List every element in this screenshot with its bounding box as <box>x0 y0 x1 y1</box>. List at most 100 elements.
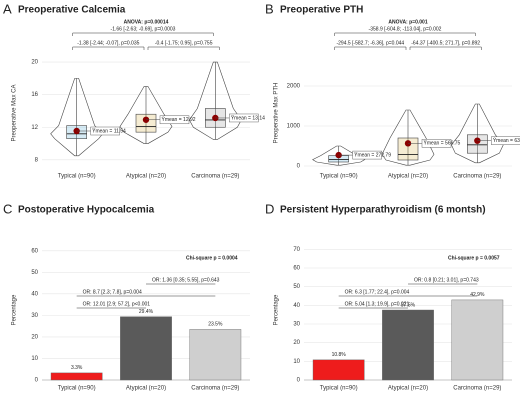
y-tick-label: 20 <box>293 340 300 346</box>
y-tick-label: 12 <box>31 125 38 131</box>
x-tick-label: Typical (n=90) <box>58 174 96 180</box>
mean-label-box <box>352 150 382 160</box>
y-tick-label: 0 <box>297 378 301 384</box>
comparison-label: -294.5 [-582.7; -6.36], p=0.044 <box>336 40 404 46</box>
x-tick-label: Typical (n=90) <box>58 386 96 392</box>
violin <box>50 78 104 157</box>
comparison-label: -64.37 [-400.5; 271.7], p=0.892 <box>411 40 480 46</box>
x-tick-label: Atypical (n=20) <box>388 386 428 392</box>
panel-letter: C <box>3 201 12 216</box>
panel: B Preoperative PTH Preoperative Max PTH 0 10… <box>265 1 520 180</box>
y-tick-label: 1000 <box>287 124 301 130</box>
mean-label: Ȳmean = 11.54 <box>92 127 126 134</box>
violin <box>119 86 173 144</box>
value-label: 23.5% <box>208 322 223 328</box>
test-label: Chi-square p = 0.0057 <box>448 255 500 261</box>
comparison-label: OR: 12.01 [2.9; 57.2], p<0.001 <box>83 301 151 307</box>
value-label: 37.5% <box>401 302 416 308</box>
y-tick-label: 16 <box>31 92 38 98</box>
value-label: 29.4% <box>139 309 154 315</box>
y-tick-label: 0 <box>35 378 39 384</box>
comparison-bracket <box>147 46 220 50</box>
panel: C Postoperative Hypocalcemia Percentage 0 10… <box>3 201 250 392</box>
y-tick-label: 50 <box>31 270 38 276</box>
bar <box>189 329 242 381</box>
violin <box>312 145 366 166</box>
comparison-label: OR: 8.7 [2.3; 7.8], p=0.004 <box>83 289 142 295</box>
comparison-label: OR: 1.36 [0.35; 5.55], p=0.643 <box>152 277 220 283</box>
mean-label: Ȳmean = 632.86 <box>493 137 520 144</box>
bar <box>382 309 434 381</box>
x-tick-label: Atypical (n=20) <box>388 174 428 180</box>
chart-title: Persistent Hyperparathyroidism (6 montsh… <box>280 205 486 216</box>
y-axis-label: Percentage <box>274 294 280 325</box>
y-tick-label: 40 <box>293 303 300 309</box>
panel-letter: A <box>3 1 12 16</box>
x-tick-label: Carcinoma (n=29) <box>453 386 501 392</box>
violin <box>450 103 504 164</box>
chart-title: Postoperative Hypocalcemia <box>18 205 155 216</box>
y-axis-label: Percentage <box>12 294 18 325</box>
panel: A Preoperative Calcemia Preoperative Max C… <box>3 1 265 179</box>
x-tick-label: Typical (n=90) <box>320 174 358 180</box>
test-label: ANOVA: p=0.00014 <box>124 19 169 25</box>
violin <box>188 61 242 140</box>
y-tick-label: 30 <box>31 313 38 319</box>
mean-label-box <box>90 126 120 136</box>
comparison-bracket <box>334 32 476 36</box>
y-tick-label: 70 <box>293 247 300 253</box>
chart-title: Preoperative Calcemia <box>18 5 126 16</box>
comparison-label: -1.66 [-2.63; -0.69], p=0.0003 <box>111 26 176 32</box>
x-tick-label: Carcinoma (n=29) <box>191 174 239 180</box>
y-tick-label: 60 <box>31 248 38 254</box>
bar <box>50 372 103 381</box>
mean-dot <box>474 137 481 144</box>
comparison-label: -358.9 [-604.8; -113.04], p=0.002 <box>369 26 442 32</box>
mean-label-box <box>421 139 452 148</box>
mean-label: Ȳmean = 13.14 <box>231 114 265 121</box>
comparison-label: OR: 5.04 [1.3; 19.9], p=0.021 <box>345 301 410 307</box>
comparison-label: OR: 6.3 [1.77; 22.4], p=0.004 <box>345 289 410 295</box>
mean-label: Ȳmean = 12.92 <box>162 116 196 123</box>
box <box>467 134 488 154</box>
y-tick-label: 20 <box>31 60 38 66</box>
y-tick-label: 2000 <box>287 84 301 90</box>
comparison-bracket <box>72 46 145 50</box>
mean-label: Ȳmean = 566.75 <box>424 140 461 147</box>
y-axis-label: Preoperative Max CA <box>12 84 18 141</box>
value-label: 10.8% <box>332 352 347 358</box>
y-tick-label: 40 <box>31 291 38 297</box>
bar <box>120 316 172 381</box>
x-tick-label: Typical (n=90) <box>320 386 358 392</box>
x-tick-label: Atypical (n=20) <box>126 386 166 392</box>
bar <box>451 299 504 381</box>
chart-title: Preoperative PTH <box>280 5 363 16</box>
x-tick-label: Atypical (n=20) <box>126 174 166 180</box>
panel-letter: D <box>265 201 274 216</box>
panel-letter: B <box>265 1 274 16</box>
y-tick-label: 30 <box>293 322 300 328</box>
mean-label: Ȳmean = 272.79 <box>354 151 391 158</box>
x-tick-label: Carcinoma (n=29) <box>191 386 239 392</box>
comparison-label: -0.4 [-1.75; 0.95], p=0.755 <box>155 40 213 46</box>
comparison-label: -1.38 [-2.44; -0.07], p=0.035 <box>77 40 139 46</box>
box <box>135 113 157 133</box>
y-axis-label: Preoperative Max PTH <box>274 83 280 144</box>
value-label: 42.9% <box>470 292 485 298</box>
x-tick-label: Carcinoma (n=29) <box>453 174 501 180</box>
y-tick-label: 10 <box>31 356 38 362</box>
comparison-bracket <box>409 46 482 50</box>
value-label: 3.3% <box>71 365 83 371</box>
comparison-label: OR: 0.8 [0.21; 3.01], p=0.743 <box>414 277 479 283</box>
y-tick-label: 8 <box>35 157 39 163</box>
mean-label-box <box>159 115 190 125</box>
y-tick-label: 50 <box>293 284 300 290</box>
comparison-bracket <box>334 46 407 50</box>
violin <box>381 109 435 166</box>
y-tick-label: 10 <box>293 359 300 365</box>
y-tick-label: 60 <box>293 266 300 272</box>
mean-label-box <box>491 136 520 145</box>
bar <box>312 359 365 381</box>
test-label: ANOVA: p=0.001 <box>388 19 427 25</box>
